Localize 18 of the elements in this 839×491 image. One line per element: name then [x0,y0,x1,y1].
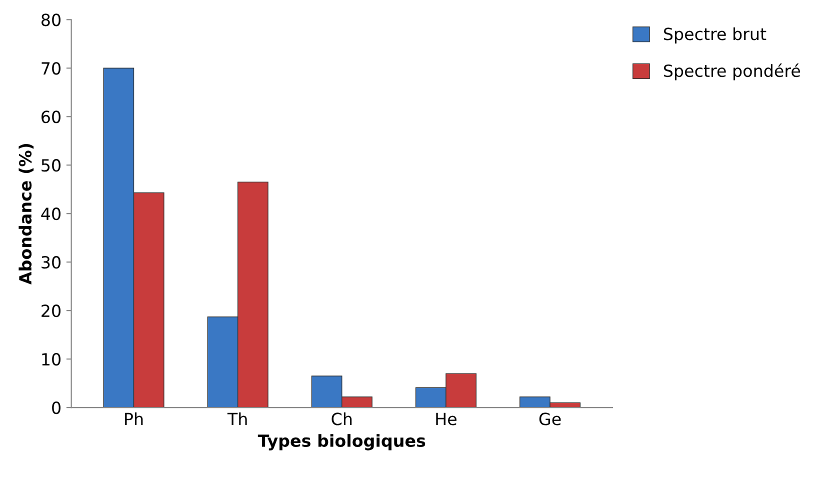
y-tick-label: 40 [41,208,60,220]
y-tick-label: 60 [42,110,60,124]
x-tick-label: He [436,412,456,426]
y-tick-label: 20 [42,304,60,318]
x-tick-label: Ch [332,412,352,426]
x-tick-label: Th [227,412,247,426]
y-tick-label: 70 [42,62,60,75]
y-tick-label: 50 [42,159,60,172]
x-tick-label: Ph [125,412,143,426]
x-tick-label: Ge [539,412,561,426]
y-axis-title: Abondance (%) [18,144,34,285]
legend-label: Spectre pondéré [664,64,800,80]
y-tick-label: 30 [42,256,60,269]
y-tick-label: 80 [42,14,60,26]
x-axis-title: Types biologiques [258,434,426,450]
y-tick-label: 0 [52,401,60,414]
legend-label: Spectre brut [664,27,766,44]
y-tick-label: 10 [42,353,60,366]
